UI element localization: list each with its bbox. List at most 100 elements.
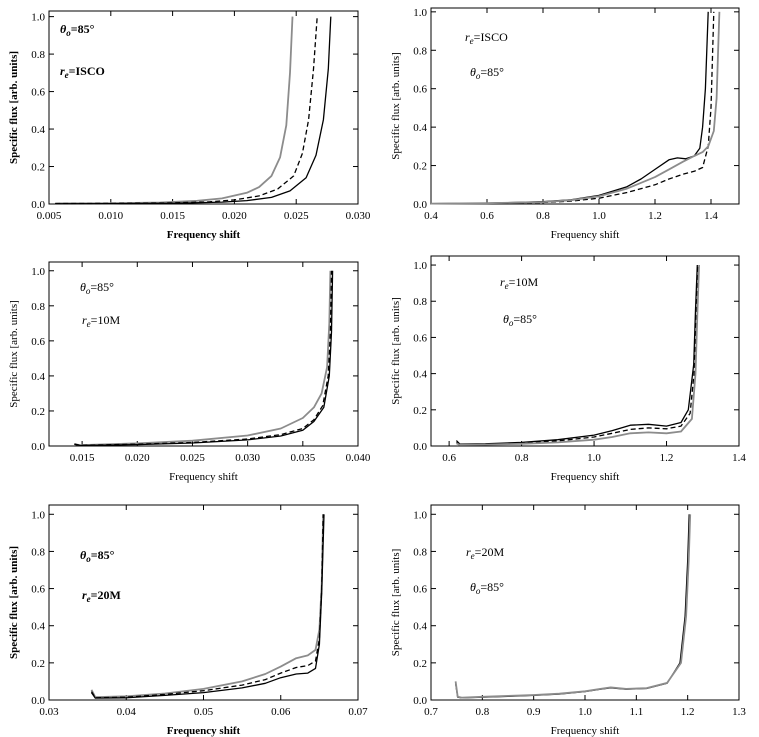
annotation-symbol: r xyxy=(60,64,65,78)
annotation-subscript: e xyxy=(87,319,91,329)
x-tick-label: 1.4 xyxy=(732,452,746,464)
y-tick-label: 0.8 xyxy=(31,49,45,61)
y-tick-label: 1.0 xyxy=(31,12,45,24)
x-tick-label: 0.020 xyxy=(125,452,150,464)
annotation-label: θo=85° xyxy=(470,65,504,81)
x-tick-label: 0.06 xyxy=(271,706,291,718)
y-tick-label: 0.0 xyxy=(413,199,427,211)
annotation-value: =85° xyxy=(90,280,114,294)
chart-panel-5: 0.03 0.04 0.05 0.06 0.07 0.0 0.2 0.4 0.6 0.8 1.0 Fr… xyxy=(8,504,368,737)
annotation-subscript: e xyxy=(65,70,69,80)
x-tick-label: 1.1 xyxy=(629,706,643,718)
x-tick-label: 0.030 xyxy=(235,452,260,464)
series-line-solid xyxy=(55,16,332,205)
annotation-subscript: o xyxy=(66,28,71,38)
x-tick-label: 1.0 xyxy=(578,706,592,718)
series-line-dashed xyxy=(90,514,324,699)
x-axis-label: Frequency shift xyxy=(551,229,620,241)
x-tick-label: 0.03 xyxy=(39,706,59,718)
y-tick-label: 0.0 xyxy=(413,695,427,707)
annotation-value: =20M xyxy=(91,588,121,602)
x-tick-label: 1.2 xyxy=(681,706,695,718)
x-axis-label: Frequency shift xyxy=(551,725,620,737)
y-tick-label: 0.2 xyxy=(413,161,427,173)
annotation-value: =10M xyxy=(91,313,121,327)
y-tick-label: 0.8 xyxy=(31,301,45,313)
y-tick-label: 0.4 xyxy=(31,621,45,633)
x-tick-label: 0.8 xyxy=(515,452,529,464)
x-tick-label: 0.035 xyxy=(290,452,315,464)
x-tick-label: 0.040 xyxy=(346,452,371,464)
annotation-value: =10M xyxy=(509,275,539,289)
annotation-subscript: e xyxy=(470,36,474,46)
x-tick-label: 0.6 xyxy=(442,452,456,464)
plot-frame xyxy=(48,10,359,205)
series-line-solid xyxy=(455,264,698,445)
y-axis-label: Specific flux [arb. units] xyxy=(390,297,402,405)
annotation-symbol: r xyxy=(466,545,471,559)
x-tick-label: 0.05 xyxy=(194,706,214,718)
annotation-value: =ISCO xyxy=(69,64,105,78)
series-line-dashed xyxy=(456,264,699,446)
annotation-subscript: e xyxy=(505,281,509,291)
y-axis-label: Specific flux [arb. units] xyxy=(390,549,402,657)
series-line-gray xyxy=(454,514,692,699)
x-tick-label: 0.025 xyxy=(180,452,205,464)
x-tick-label: 1.3 xyxy=(732,706,746,718)
annotation-label: re=10M xyxy=(500,275,538,291)
annotation-label: θo=85° xyxy=(503,312,537,328)
x-tick-label: 0.07 xyxy=(348,706,368,718)
annotation-subscript: o xyxy=(86,286,91,296)
x-tick-label: 0.6 xyxy=(480,210,494,222)
annotation-value: =20M xyxy=(475,545,505,559)
annotation-label: re=20M xyxy=(82,588,121,604)
x-tick-label: 0.04 xyxy=(117,706,137,718)
annotation-value: =85° xyxy=(480,65,504,79)
annotation-subscript: o xyxy=(476,71,481,81)
y-tick-label: 0.6 xyxy=(31,584,45,596)
y-axis-label: Specific flux [arb. units] xyxy=(390,52,402,160)
y-tick-label: 1.0 xyxy=(31,266,45,278)
annotation-label: re=10M xyxy=(82,313,120,329)
annotation-symbol: r xyxy=(500,275,505,289)
annotation-value: =85° xyxy=(71,22,95,36)
series-line-dashed xyxy=(74,270,333,446)
plot-frame xyxy=(430,255,740,447)
annotation-subscript: o xyxy=(86,554,91,564)
y-tick-label: 0.8 xyxy=(31,546,45,558)
y-tick-label: 0.8 xyxy=(413,546,427,558)
y-tick-label: 0.4 xyxy=(413,621,427,633)
x-tick-label: 0.8 xyxy=(536,210,550,222)
x-tick-label: 0.9 xyxy=(527,706,541,718)
annotation-value: =85° xyxy=(480,580,504,594)
x-axis-label: Frequency shift xyxy=(169,471,238,483)
y-tick-label: 0.6 xyxy=(413,84,427,96)
annotation-label: θo=85° xyxy=(60,22,95,38)
annotation-subscript: e xyxy=(87,594,91,604)
chart-panel-1: 0.005 0.010 0.015 0.020 0.025 0.030 0.0 0.2 0.4 0… xyxy=(8,10,371,241)
annotation-symbol: θ xyxy=(80,548,87,562)
y-tick-label: 0.0 xyxy=(31,695,45,707)
y-tick-label: 0.6 xyxy=(413,584,427,596)
y-tick-label: 0.2 xyxy=(413,658,427,670)
plot-frame xyxy=(430,504,740,701)
x-tick-label: 1.4 xyxy=(704,210,718,222)
x-tick-label: 0.015 xyxy=(70,452,95,464)
chart-panel-6: 0.7 0.8 0.9 1.0 1.1 1.2 1.3 0.0 0.2 0.4 0.6 0.8 1.0 F… xyxy=(390,504,746,737)
y-axis-label: Specific flux [arb. units] xyxy=(8,300,20,408)
y-tick-label: 0.4 xyxy=(31,371,45,383)
y-axis-label: Specific flux [arb. units] xyxy=(8,51,20,164)
annotation-symbol: θ xyxy=(80,280,86,294)
x-axis-label: Frequency shift xyxy=(551,471,620,483)
annotation-value: =85° xyxy=(513,312,537,326)
y-tick-label: 0.4 xyxy=(31,124,45,136)
x-tick-label: 0.7 xyxy=(424,706,438,718)
series-line-solid xyxy=(90,514,325,699)
x-tick-label: 1.2 xyxy=(660,452,674,464)
y-tick-label: 0.6 xyxy=(413,332,427,344)
y-tick-label: 0.6 xyxy=(31,87,45,99)
annotation-value: =ISCO xyxy=(474,30,508,44)
annotation-label: θo=85° xyxy=(80,548,115,564)
x-tick-label: 0.010 xyxy=(98,210,123,222)
series-line-gray xyxy=(90,514,325,699)
